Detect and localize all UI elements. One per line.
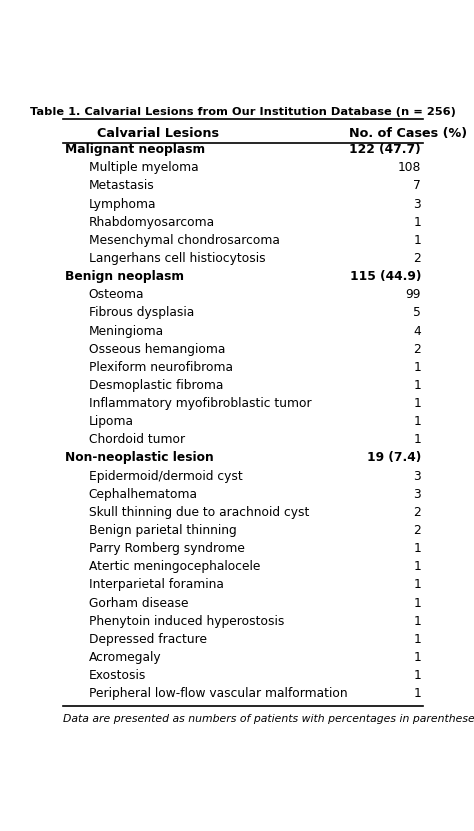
Text: 1: 1 [413,234,421,247]
Text: 1: 1 [413,597,421,610]
Text: 2: 2 [413,524,421,537]
Text: Inflammatory myofibroblastic tumor: Inflammatory myofibroblastic tumor [89,397,311,410]
Text: Benign parietal thinning: Benign parietal thinning [89,524,237,537]
Text: Desmoplastic fibroma: Desmoplastic fibroma [89,379,223,392]
Text: Lymphoma: Lymphoma [89,198,156,210]
Text: Peripheral low-flow vascular malformation: Peripheral low-flow vascular malformatio… [89,687,347,701]
Text: 2: 2 [413,506,421,519]
Text: Calvarial Lesions: Calvarial Lesions [98,126,219,140]
Text: Interparietal foramina: Interparietal foramina [89,578,224,592]
Text: 1: 1 [413,615,421,627]
Text: 1: 1 [413,542,421,555]
Text: Rhabdomyosarcoma: Rhabdomyosarcoma [89,216,215,229]
Text: Multiple myeloma: Multiple myeloma [89,161,198,175]
Text: 19 (7.4): 19 (7.4) [367,451,421,465]
Text: 99: 99 [406,288,421,302]
Text: 7: 7 [413,179,421,193]
Text: Depressed fracture: Depressed fracture [89,633,207,646]
Text: Acromegaly: Acromegaly [89,651,161,664]
Text: 1: 1 [413,379,421,392]
Text: 3: 3 [413,470,421,483]
Text: Osseous hemangioma: Osseous hemangioma [89,342,225,356]
Text: Fibrous dysplasia: Fibrous dysplasia [89,307,194,319]
Text: Table 1. Calvarial Lesions from Our Institution Database (n = 256): Table 1. Calvarial Lesions from Our Inst… [30,107,456,117]
Text: 1: 1 [413,416,421,428]
Text: Epidermoid/dermoid cyst: Epidermoid/dermoid cyst [89,470,242,483]
Text: 3: 3 [413,198,421,210]
Text: Gorham disease: Gorham disease [89,597,188,610]
Text: 1: 1 [413,687,421,701]
Text: 1: 1 [413,669,421,682]
Text: 1: 1 [413,578,421,592]
Text: Exostosis: Exostosis [89,669,146,682]
Text: Langerhans cell histiocytosis: Langerhans cell histiocytosis [89,252,265,265]
Text: 122 (47.7): 122 (47.7) [349,143,421,156]
Text: Plexiform neurofibroma: Plexiform neurofibroma [89,361,233,374]
Text: Non-neoplastic lesion: Non-neoplastic lesion [65,451,213,465]
Text: Metastasis: Metastasis [89,179,155,193]
Text: 3: 3 [413,488,421,501]
Text: Data are presented as numbers of patients with percentages in parentheses.: Data are presented as numbers of patient… [63,714,474,724]
Text: Malignant neoplasm: Malignant neoplasm [65,143,205,156]
Text: Benign neoplasm: Benign neoplasm [65,270,184,283]
Text: 1: 1 [413,651,421,664]
Text: Phenytoin induced hyperostosis: Phenytoin induced hyperostosis [89,615,284,627]
Text: 5: 5 [413,307,421,319]
Text: 1: 1 [413,633,421,646]
Text: Parry Romberg syndrome: Parry Romberg syndrome [89,542,245,555]
Text: Mesenchymal chondrosarcoma: Mesenchymal chondrosarcoma [89,234,280,247]
Text: 4: 4 [413,325,421,337]
Text: Meningioma: Meningioma [89,325,164,337]
Text: Lipoma: Lipoma [89,416,134,428]
Text: Cephalhematoma: Cephalhematoma [89,488,198,501]
Text: 115 (44.9): 115 (44.9) [350,270,421,283]
Text: 1: 1 [413,216,421,229]
Text: 1: 1 [413,433,421,446]
Text: Skull thinning due to arachnoid cyst: Skull thinning due to arachnoid cyst [89,506,309,519]
Text: 108: 108 [398,161,421,175]
Text: 1: 1 [413,361,421,374]
Text: 1: 1 [413,397,421,410]
Text: 2: 2 [413,342,421,356]
Text: Chordoid tumor: Chordoid tumor [89,433,185,446]
Text: No. of Cases (%): No. of Cases (%) [349,126,467,140]
Text: Atertic meningocephalocele: Atertic meningocephalocele [89,560,260,573]
Text: 2: 2 [413,252,421,265]
Text: Osteoma: Osteoma [89,288,144,302]
Text: 1: 1 [413,560,421,573]
